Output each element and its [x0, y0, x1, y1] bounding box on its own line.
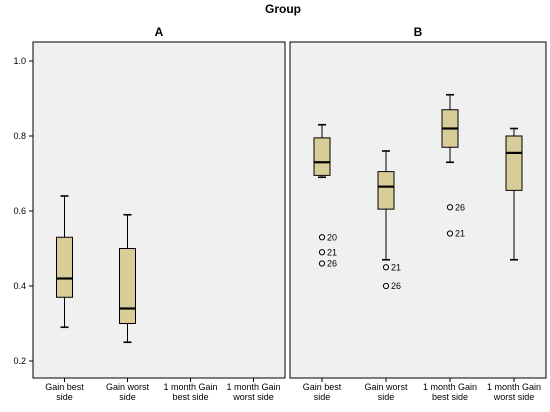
panel-plot-area [289, 41, 547, 379]
panel-title: A [155, 25, 164, 39]
outlier-point [318, 234, 326, 241]
x-tick-label: Gain best [303, 382, 342, 392]
y-tick-label: 0.2 [13, 356, 26, 366]
x-tick-label: 1 month Gain [226, 382, 280, 392]
outlier-point [446, 204, 454, 211]
outlier-label: 26 [391, 281, 401, 291]
outlier-label: 26 [455, 202, 465, 212]
box-B-2: 26 21 [441, 93, 465, 239]
box-iqr [119, 248, 136, 324]
box-iqr [505, 135, 523, 191]
x-tick-label: Gain worst [106, 382, 150, 392]
box-iqr [313, 137, 331, 176]
outlier-point [446, 230, 454, 237]
y-tick-label: 0.4 [13, 281, 26, 291]
outlier-point [382, 282, 390, 290]
x-tick-label: side [119, 392, 136, 402]
outlier-label: 21 [327, 247, 337, 257]
outlier-point [318, 260, 326, 267]
panel-title: B [414, 25, 423, 39]
y-tick-label: 0.6 [13, 206, 26, 216]
x-tick-label: 1 month Gain [163, 382, 217, 392]
outlier-point [382, 264, 390, 271]
outlier-label: 21 [391, 262, 401, 272]
y-tick-label: 0.8 [13, 131, 26, 141]
box-A-1 [119, 213, 136, 344]
outlier-point [318, 249, 326, 256]
outlier-label: 21 [455, 229, 465, 239]
y-tick-label: 1.0 [13, 56, 26, 66]
box-B-1: 21 26 [377, 150, 401, 291]
x-tick-label: 1 month Gain [487, 382, 541, 392]
x-tick-label: side [56, 392, 73, 402]
x-tick-label: best side [172, 392, 208, 402]
box-iqr [377, 171, 395, 210]
outlier-label: 20 [327, 232, 337, 242]
x-tick-label: worst side [232, 392, 274, 402]
x-tick-label: best side [432, 392, 468, 402]
chart-title: Group [265, 2, 301, 16]
outlier-label: 26 [327, 259, 337, 269]
x-tick-label: Gain worst [364, 382, 408, 392]
panel-plot-area [32, 41, 286, 379]
box-A-0 [56, 195, 73, 329]
box-B-0: 20 21 26 [313, 123, 337, 269]
box-iqr [56, 236, 73, 298]
x-tick-label: 1 month Gain [423, 382, 477, 392]
x-tick-label: side [378, 392, 395, 402]
x-tick-label: side [314, 392, 331, 402]
x-tick-label: worst side [493, 392, 535, 402]
x-tick-label: Gain best [45, 382, 84, 392]
box-B-3 [505, 127, 523, 261]
